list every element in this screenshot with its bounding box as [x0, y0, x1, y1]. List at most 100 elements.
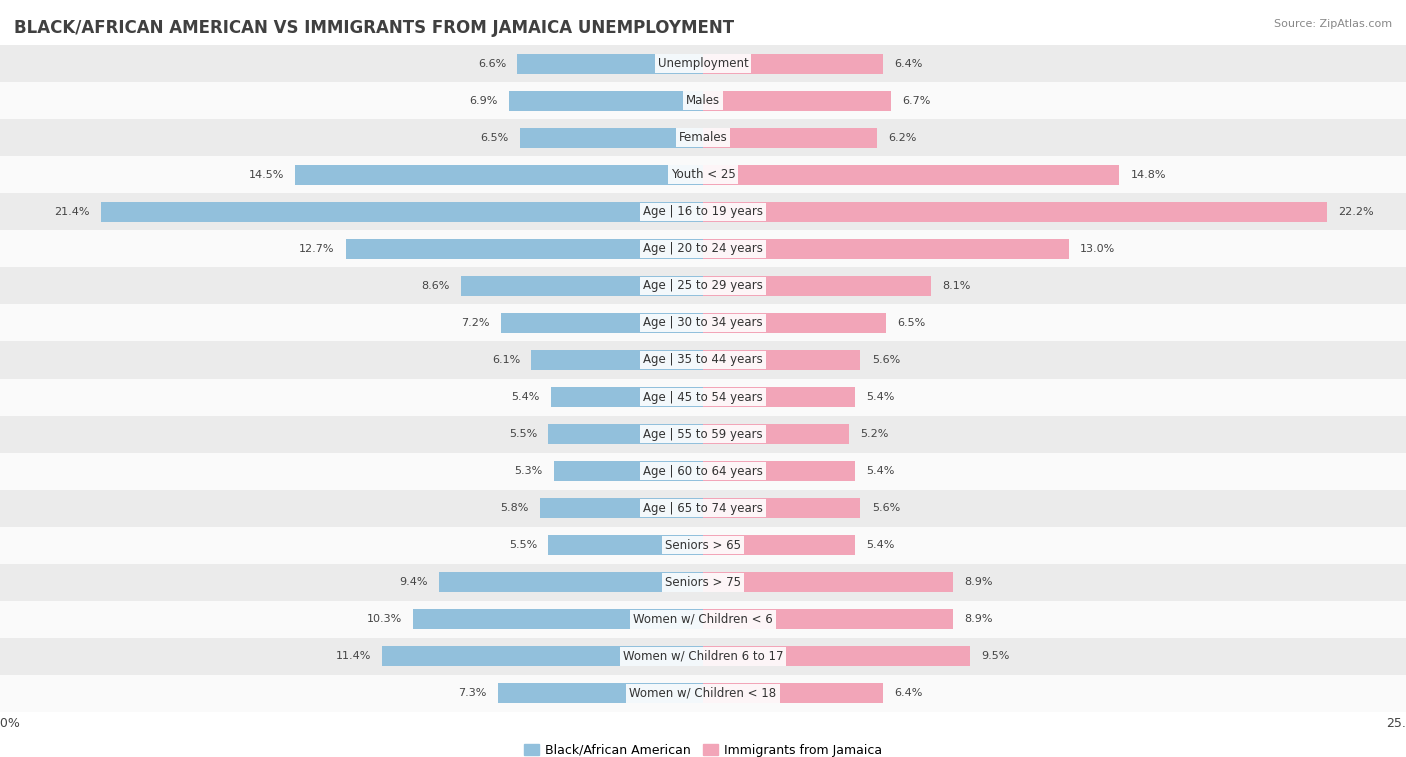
Text: 21.4%: 21.4%: [55, 207, 90, 217]
Bar: [703, 683, 883, 703]
Bar: [0, 453, 1406, 490]
Bar: [540, 498, 703, 519]
Text: 14.5%: 14.5%: [249, 170, 284, 180]
Bar: [703, 498, 860, 519]
Bar: [0, 563, 1406, 600]
Bar: [509, 91, 703, 111]
Bar: [551, 387, 703, 407]
Bar: [703, 313, 886, 333]
Bar: [703, 461, 855, 481]
Bar: [0, 157, 1406, 194]
Bar: [295, 165, 703, 185]
Bar: [0, 267, 1406, 304]
Text: 10.3%: 10.3%: [367, 614, 402, 624]
Bar: [0, 45, 1406, 83]
Text: Age | 16 to 19 years: Age | 16 to 19 years: [643, 205, 763, 219]
Bar: [520, 128, 703, 148]
Text: 6.1%: 6.1%: [492, 355, 520, 365]
Bar: [703, 128, 877, 148]
Bar: [0, 674, 1406, 712]
Text: Males: Males: [686, 95, 720, 107]
Bar: [548, 535, 703, 555]
Text: Age | 65 to 74 years: Age | 65 to 74 years: [643, 502, 763, 515]
Bar: [531, 350, 703, 370]
Bar: [0, 230, 1406, 267]
Bar: [703, 424, 849, 444]
Bar: [703, 535, 855, 555]
Text: Age | 45 to 54 years: Age | 45 to 54 years: [643, 391, 763, 403]
Bar: [0, 637, 1406, 674]
Text: 5.8%: 5.8%: [501, 503, 529, 513]
Text: Age | 30 to 34 years: Age | 30 to 34 years: [643, 316, 763, 329]
Text: 6.7%: 6.7%: [903, 96, 931, 106]
Bar: [703, 572, 953, 592]
Text: 6.4%: 6.4%: [894, 59, 922, 69]
Text: Females: Females: [679, 132, 727, 145]
Text: 7.3%: 7.3%: [458, 688, 486, 698]
Text: Seniors > 65: Seniors > 65: [665, 538, 741, 552]
Bar: [0, 527, 1406, 563]
Text: 12.7%: 12.7%: [299, 244, 335, 254]
Bar: [0, 83, 1406, 120]
Text: Women w/ Children 6 to 17: Women w/ Children 6 to 17: [623, 650, 783, 662]
Text: 5.5%: 5.5%: [509, 540, 537, 550]
Text: Age | 35 to 44 years: Age | 35 to 44 years: [643, 354, 763, 366]
Text: 5.6%: 5.6%: [872, 503, 900, 513]
Bar: [0, 416, 1406, 453]
Bar: [0, 341, 1406, 378]
Text: 8.9%: 8.9%: [965, 614, 993, 624]
Text: Age | 20 to 24 years: Age | 20 to 24 years: [643, 242, 763, 255]
Text: 6.2%: 6.2%: [889, 133, 917, 143]
Text: 14.8%: 14.8%: [1130, 170, 1166, 180]
Bar: [101, 202, 703, 222]
Text: Women w/ Children < 18: Women w/ Children < 18: [630, 687, 776, 699]
Bar: [703, 54, 883, 74]
Bar: [501, 313, 703, 333]
Text: Women w/ Children < 6: Women w/ Children < 6: [633, 612, 773, 625]
Text: Source: ZipAtlas.com: Source: ZipAtlas.com: [1274, 19, 1392, 29]
Text: 8.9%: 8.9%: [965, 577, 993, 587]
Text: 5.4%: 5.4%: [866, 392, 894, 402]
Bar: [0, 304, 1406, 341]
Bar: [0, 120, 1406, 157]
Bar: [703, 238, 1069, 259]
Text: 6.5%: 6.5%: [897, 318, 925, 328]
Bar: [703, 387, 855, 407]
Bar: [703, 202, 1327, 222]
Text: 7.2%: 7.2%: [461, 318, 489, 328]
Bar: [554, 461, 703, 481]
Text: 8.6%: 8.6%: [422, 281, 450, 291]
Bar: [498, 683, 703, 703]
Bar: [703, 165, 1119, 185]
Text: 9.5%: 9.5%: [981, 651, 1010, 661]
Text: Youth < 25: Youth < 25: [671, 169, 735, 182]
Text: 6.5%: 6.5%: [481, 133, 509, 143]
Bar: [439, 572, 703, 592]
Text: Seniors > 75: Seniors > 75: [665, 575, 741, 588]
Bar: [703, 276, 931, 296]
Text: Age | 55 to 59 years: Age | 55 to 59 years: [643, 428, 763, 441]
Text: Age | 25 to 29 years: Age | 25 to 29 years: [643, 279, 763, 292]
Text: Unemployment: Unemployment: [658, 58, 748, 70]
Legend: Black/African American, Immigrants from Jamaica: Black/African American, Immigrants from …: [519, 739, 887, 757]
Bar: [548, 424, 703, 444]
Text: BLACK/AFRICAN AMERICAN VS IMMIGRANTS FROM JAMAICA UNEMPLOYMENT: BLACK/AFRICAN AMERICAN VS IMMIGRANTS FRO…: [14, 19, 734, 37]
Bar: [703, 646, 970, 666]
Bar: [382, 646, 703, 666]
Bar: [346, 238, 703, 259]
Bar: [0, 490, 1406, 527]
Bar: [703, 91, 891, 111]
Text: 6.4%: 6.4%: [894, 688, 922, 698]
Text: 8.1%: 8.1%: [942, 281, 970, 291]
Text: Age | 60 to 64 years: Age | 60 to 64 years: [643, 465, 763, 478]
Text: 6.6%: 6.6%: [478, 59, 506, 69]
Text: 13.0%: 13.0%: [1080, 244, 1115, 254]
Text: 22.2%: 22.2%: [1339, 207, 1374, 217]
Bar: [703, 350, 860, 370]
Bar: [0, 194, 1406, 230]
Text: 5.4%: 5.4%: [866, 466, 894, 476]
Text: 5.5%: 5.5%: [509, 429, 537, 439]
Text: 5.4%: 5.4%: [866, 540, 894, 550]
Text: 5.3%: 5.3%: [515, 466, 543, 476]
Bar: [0, 378, 1406, 416]
